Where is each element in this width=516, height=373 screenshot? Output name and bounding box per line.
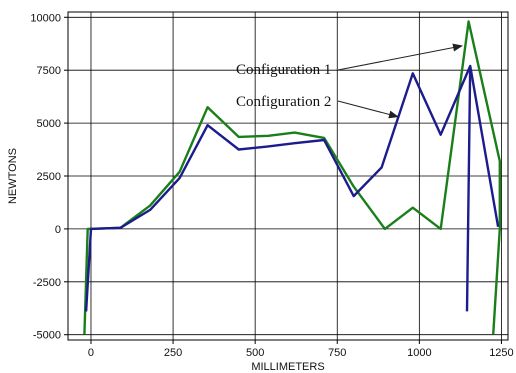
x-tick-label: 750 — [328, 347, 346, 359]
annotation-arrow — [337, 100, 399, 119]
series-layer — [83, 20, 501, 335]
y-tick-label: -5000 — [33, 330, 61, 342]
y-tick-label: 10000 — [30, 12, 61, 24]
configuration-2-line — [84, 64, 472, 312]
x-axis-title: MILLIMETERS — [251, 361, 324, 373]
y-tick-label: 2500 — [37, 171, 61, 183]
x-tick-label: 0 — [88, 347, 94, 359]
y-tick-label: 0 — [55, 224, 61, 236]
x-tick-label: 250 — [164, 347, 182, 359]
x-tick-label: 1000 — [407, 347, 431, 359]
tick-labels: 0 250 500 750 1000 1250 -5000 -2500 0 2500 5000 750… — [30, 12, 513, 359]
annotation-arrow — [337, 43, 464, 71]
configuration-2-line-segment — [469, 65, 500, 228]
y-tick-label: 7500 — [37, 65, 61, 77]
annotation-label: Configuration 1 — [236, 62, 331, 78]
annotation-label: Configuration 2 — [236, 94, 331, 110]
x-tick-label: 1250 — [489, 347, 513, 359]
annotation-layer: Configuration 1 Configuration 2 — [236, 43, 464, 119]
grid-layer — [68, 12, 508, 340]
y-axis-title: NEWTONS — [7, 148, 19, 204]
y-tick-label: 5000 — [37, 118, 61, 130]
x-tick-label: 500 — [246, 347, 264, 359]
configuration-1-line — [83, 20, 501, 335]
y-tick-label: -2500 — [33, 277, 61, 289]
